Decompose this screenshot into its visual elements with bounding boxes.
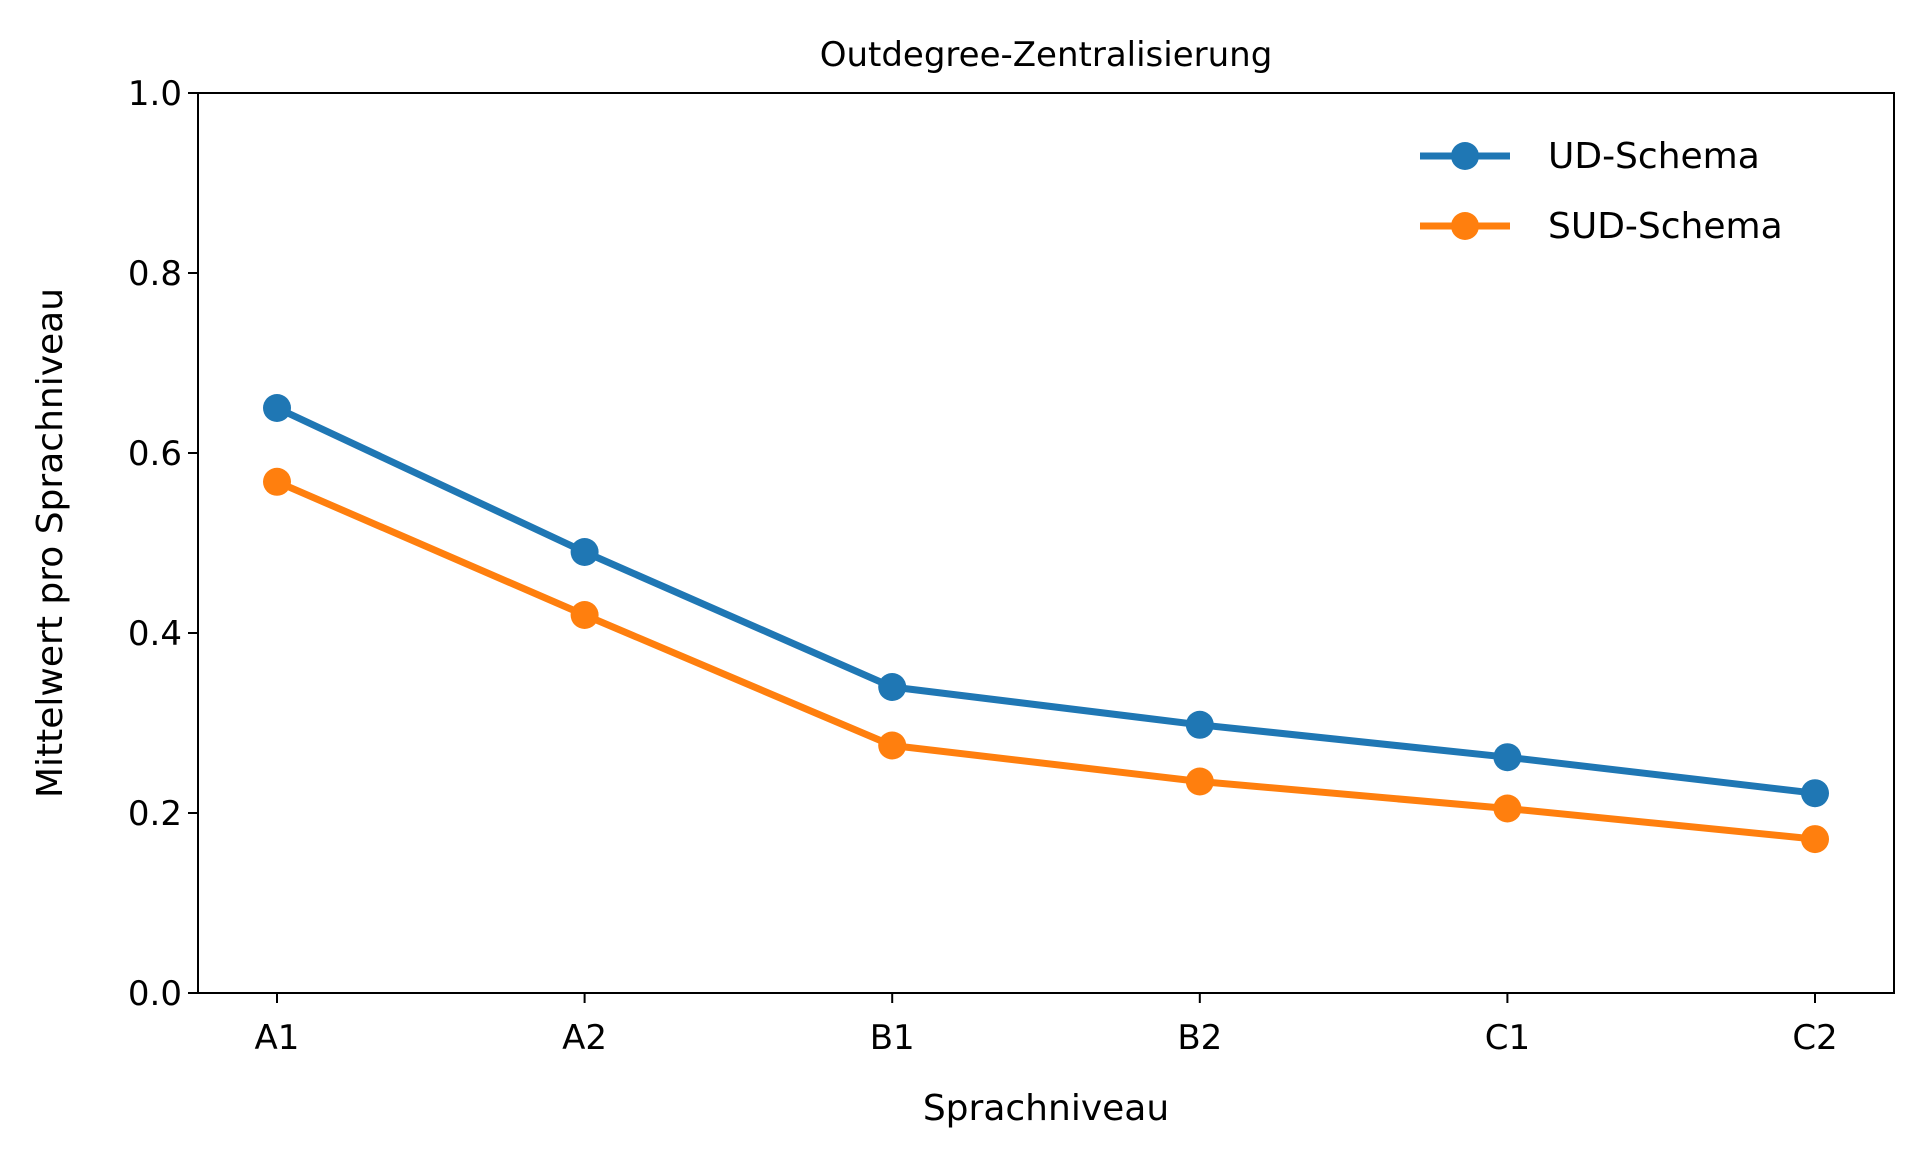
data-point xyxy=(878,673,907,701)
data-point xyxy=(1801,825,1829,854)
y-tick-label: 0.0 xyxy=(128,974,182,1014)
series-line xyxy=(275,478,1816,843)
plot-area-frame xyxy=(197,92,1895,994)
legend-label: UD-Schema xyxy=(1548,136,1760,177)
y-axis: 0.0 0.2 0.4 0.6 0.8 1.0 xyxy=(128,74,198,1014)
data-point xyxy=(263,467,291,496)
x-tick-label: B1 xyxy=(870,1018,915,1058)
chart-title: Outdegree-Zentralisierung xyxy=(820,35,1273,75)
legend-marker xyxy=(1451,142,1479,170)
series-layer xyxy=(263,394,1829,854)
y-tick-label: 0.6 xyxy=(128,434,182,474)
x-tick-label: A1 xyxy=(255,1018,300,1058)
x-axis-label: Sprachniveau xyxy=(923,1088,1169,1129)
x-tick-label: C1 xyxy=(1485,1018,1530,1058)
series-line xyxy=(275,404,1816,797)
data-point xyxy=(1493,794,1522,823)
data-point xyxy=(570,538,599,566)
data-point xyxy=(570,601,599,629)
y-tick-label: 1.0 xyxy=(128,74,182,114)
x-tick-label: C2 xyxy=(1792,1018,1837,1058)
y-tick-label: 0.8 xyxy=(128,254,182,294)
data-point xyxy=(1801,779,1829,808)
legend-entry: SUD-Schema xyxy=(1420,206,1783,247)
y-tick-label: 0.4 xyxy=(128,614,182,654)
data-point xyxy=(1185,710,1214,739)
data-point xyxy=(263,394,291,422)
data-point xyxy=(878,731,907,760)
legend-label: SUD-Schema xyxy=(1548,206,1783,247)
x-axis: A1 A2 B1 B2 C1 C2 xyxy=(255,993,1838,1058)
legend-entry: UD-Schema xyxy=(1420,136,1760,177)
y-axis-label: Mittelwert pro Sprachniveau xyxy=(30,288,71,798)
x-tick-label: A2 xyxy=(562,1018,607,1058)
data-point xyxy=(1493,743,1522,772)
x-tick-label: B2 xyxy=(1177,1018,1222,1058)
legend: UD-Schema SUD-Schema xyxy=(1420,136,1783,247)
series-ud-schema xyxy=(263,394,1829,808)
legend-marker xyxy=(1451,212,1479,240)
series-sud-schema xyxy=(263,467,1829,854)
data-point xyxy=(1185,767,1214,796)
y-tick-label: 0.2 xyxy=(128,794,182,834)
